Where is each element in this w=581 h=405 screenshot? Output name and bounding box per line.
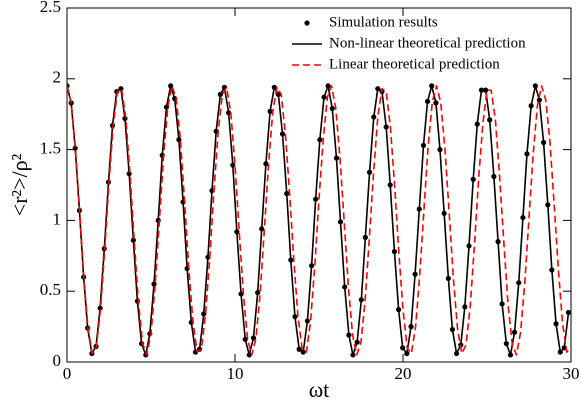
legend-label: Non-linear theoretical prediction: [329, 35, 526, 51]
legend-label: Linear theoretical prediction: [329, 56, 500, 72]
series-line: [67, 85, 570, 356]
x-tick-label: 10: [227, 364, 244, 383]
y-tick-label: 0: [53, 351, 62, 370]
legend: Simulation results Non-linear theoretical…: [292, 14, 526, 72]
series-line: [67, 85, 571, 356]
y-tick-label: 1.5: [40, 139, 61, 158]
x-tick-label: 20: [395, 364, 412, 383]
y-tick-label: 1: [53, 209, 62, 228]
x-tick-label: 30: [563, 364, 580, 383]
plot-area: [67, 83, 571, 358]
legend-label: Simulation results: [329, 14, 438, 30]
y-axis-label: <r²>/ρ²: [7, 153, 32, 216]
y-tick-label: 2: [53, 68, 62, 87]
x-tick-label: 0: [63, 364, 72, 383]
legend-marker: [304, 20, 310, 26]
plot-frame: [66, 7, 572, 363]
y-tick-label: 2.5: [40, 0, 61, 16]
x-axis-label: ωt: [309, 377, 330, 402]
y-tick-label: 0.5: [40, 280, 61, 299]
